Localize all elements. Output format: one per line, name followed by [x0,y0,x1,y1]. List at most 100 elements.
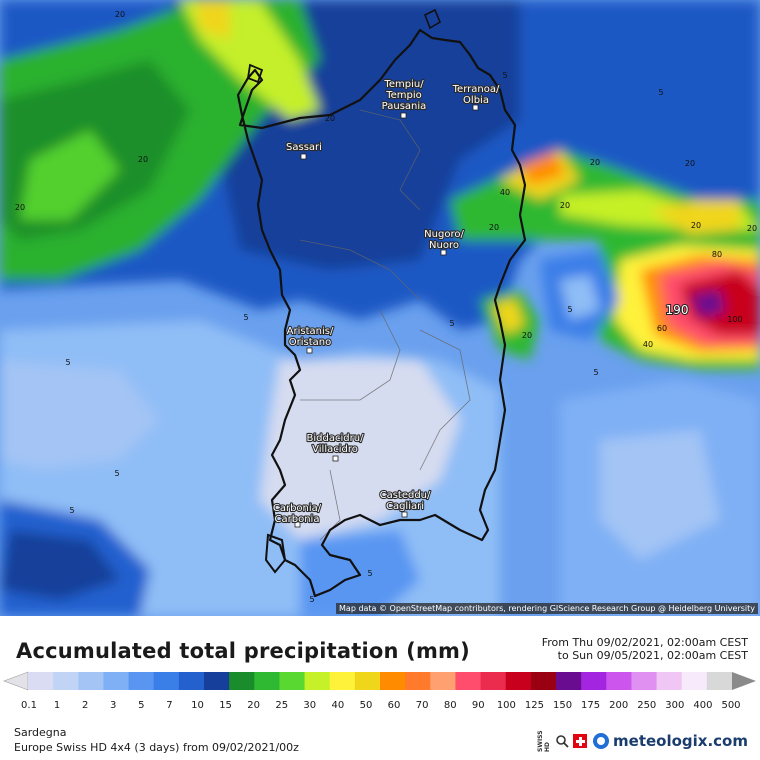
city-label-nuoro: Nugoro/Nuoro [424,229,464,251]
legend-tick-label: 25 [275,700,288,711]
legend-swatch [128,672,155,690]
legend-swatch [329,672,356,690]
iso-label: 5 [243,313,248,322]
legend-swatch [480,672,507,690]
forecast-period: From Thu 09/02/2021, 02:00am CEST to Sun… [542,636,748,662]
legend-tick-label: 100 [497,700,516,711]
city-label-cagliari: Casteddu/Cagliari [380,490,431,512]
legend-tick-label: 40 [332,700,345,711]
legend-swatch [656,672,683,690]
iso-label: 20 [560,201,570,210]
iso-label: 40 [643,340,653,349]
legend-start-arrow [3,671,29,691]
legend-tick-label: 30 [303,700,316,711]
legend-swatch [354,672,381,690]
maddalena-islands [423,8,442,30]
meteologix-logo-icon [593,733,610,749]
period-from: From Thu 09/02/2021, 02:00am CEST [541,636,748,649]
city-label-tempio: Tempiu/Tempio Pausania [382,79,427,112]
iso-label: 20 [685,159,695,168]
iso-label: 5 [658,88,663,97]
swiss-flag-icon [573,734,588,748]
legend-swatch [28,672,54,690]
legend-swatch [279,672,306,690]
iso-label: 5 [367,569,372,578]
iso-label: 100 [727,315,742,324]
iso-label: 80 [712,250,722,259]
iso-label: 5 [593,368,598,377]
isoline-labels: 20 20 20 20 5 5 20 40 20 20 20 20 20 80 … [15,10,757,604]
legend-tick-label: 200 [609,700,628,711]
legend-swatch [430,672,456,690]
asinara-island [247,63,264,84]
city-labels: Tempiu/Tempio Pausania Terranoa/Olbia Sas… [272,78,501,526]
legend-swatch [706,672,733,690]
iso-label: 5 [69,506,74,515]
iso-label: 5 [114,469,119,478]
legend-tick-label: 7 [166,700,172,711]
map-attribution: Map data © OpenStreetMap contributors, r… [336,603,758,614]
region-name: Sardegna [14,726,67,739]
iso-label: 60 [657,324,667,333]
legend-swatch [153,672,180,690]
legend-swatch [254,672,280,690]
city-label-carbonia: Carbonia/Carbonia [273,503,322,525]
legend-swatch [505,672,532,690]
legend-swatch [380,672,406,690]
legend-scale: 0.1 1 2 3 5 7 10 15 20 25 30 40 50 60 70 80 90 100 125 150 1… [3,671,756,711]
search-icon[interactable] [555,734,569,748]
iso-label: 5 [449,319,454,328]
legend-swatch [53,672,79,690]
legend-tick-label: 400 [693,700,712,711]
legend-tick-label: 150 [553,700,572,711]
precipitation-map[interactable]: Tempiu/Tempio Pausania Terranoa/Olbia Sas… [0,0,760,616]
province-boundaries [299,109,471,541]
legend-swatch [681,672,708,690]
legend-tick-label: 5 [138,700,144,711]
legend-swatch [530,672,557,690]
color-legend: 0.1 1 2 3 5 7 10 15 20 25 30 40 50 60 70 80 90 100 125 150 1… [0,670,760,714]
legend-swatch [455,672,482,690]
iso-label: 5 [502,71,507,80]
legend-swatch [606,672,632,690]
legend-tick-label: 125 [525,700,544,711]
legend-tick-label: 50 [360,700,373,711]
legend-swatch [405,672,431,690]
legend-tick-label: 70 [416,700,429,711]
legend-tick-label: 175 [581,700,600,711]
swiss-hd-tag: SWISS HD [537,730,552,752]
legend-tick-label: 15 [219,700,232,711]
iso-label: 20 [138,155,148,164]
iso-label: 5 [567,305,572,314]
city-label-oristano: Aristanis/Oristano [287,326,334,348]
iso-label: 5 [309,595,314,604]
legend-tick-label: 500 [721,700,740,711]
city-label-olbia: Terranoa/Olbia [452,84,500,106]
legend-tick-label: 60 [388,700,401,711]
iso-label: 20 [115,10,125,19]
brand-area[interactable]: SWISS HD meteologix.com [537,730,748,752]
legend-tick-label: 10 [191,700,204,711]
legend-swatch [631,672,658,690]
legend-tick-label: 80 [444,700,457,711]
iso-label: 20 [691,221,701,230]
city-label-sassari: Sassari [286,142,322,153]
iso-label: 20 [590,158,600,167]
legend-swatch [556,672,582,690]
legend-tick-label: 1 [54,700,60,711]
legend-swatch [178,672,205,690]
sardinia-coastline [236,28,527,598]
legend-swatch [229,672,255,690]
iso-label: 40 [500,188,510,197]
legend-swatch [103,672,130,690]
legend-end-arrow [732,672,756,690]
legend-swatch [304,672,331,690]
iso-label: 5 [65,358,70,367]
legend-swatch [204,672,230,690]
legend-tick-label: 90 [472,700,485,711]
iso-label: 20 [747,224,757,233]
brand-name[interactable]: meteologix.com [613,732,748,750]
legend-tick-label: 2 [82,700,88,711]
city-label-villacidro: Biddacidru/Villacidro [307,433,365,455]
model-info: Europe Swiss HD 4x4 (3 days) from 09/02/… [14,741,299,754]
